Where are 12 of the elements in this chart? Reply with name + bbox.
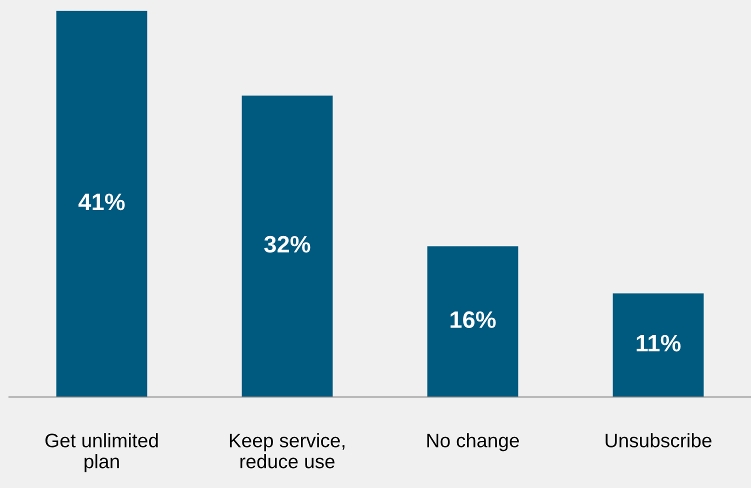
- bar: [427, 246, 518, 397]
- x-tick-label: No change: [427, 433, 519, 452]
- data-label: 41%: [78, 194, 125, 210]
- data-label: 32%: [264, 236, 310, 253]
- x-tick-label: Keep service, reduce use: [230, 433, 344, 468]
- bar: [242, 96, 333, 397]
- bar: [56, 10, 148, 397]
- x-tick-label: Get unlimited plan: [45, 433, 158, 472]
- x-tick-label: Unsubscribe: [606, 433, 712, 448]
- bar: [612, 293, 704, 397]
- data-label: 16%: [450, 311, 496, 328]
- data-label: 11%: [636, 334, 681, 352]
